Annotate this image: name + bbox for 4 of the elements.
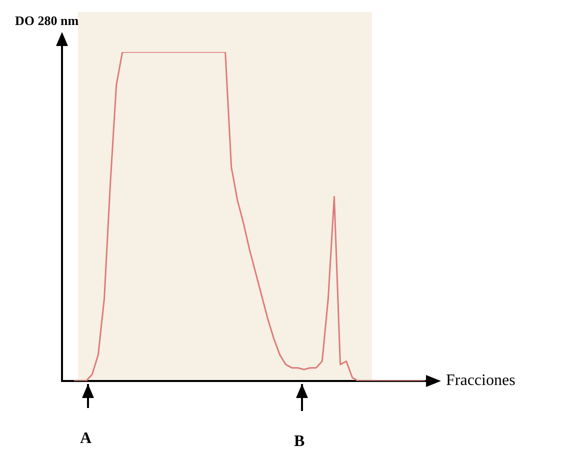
x-axis-title: Fracciones bbox=[446, 372, 516, 390]
text: B bbox=[294, 433, 305, 451]
y-axis-title: DO 280 nm bbox=[15, 13, 79, 29]
text: A bbox=[80, 430, 92, 448]
